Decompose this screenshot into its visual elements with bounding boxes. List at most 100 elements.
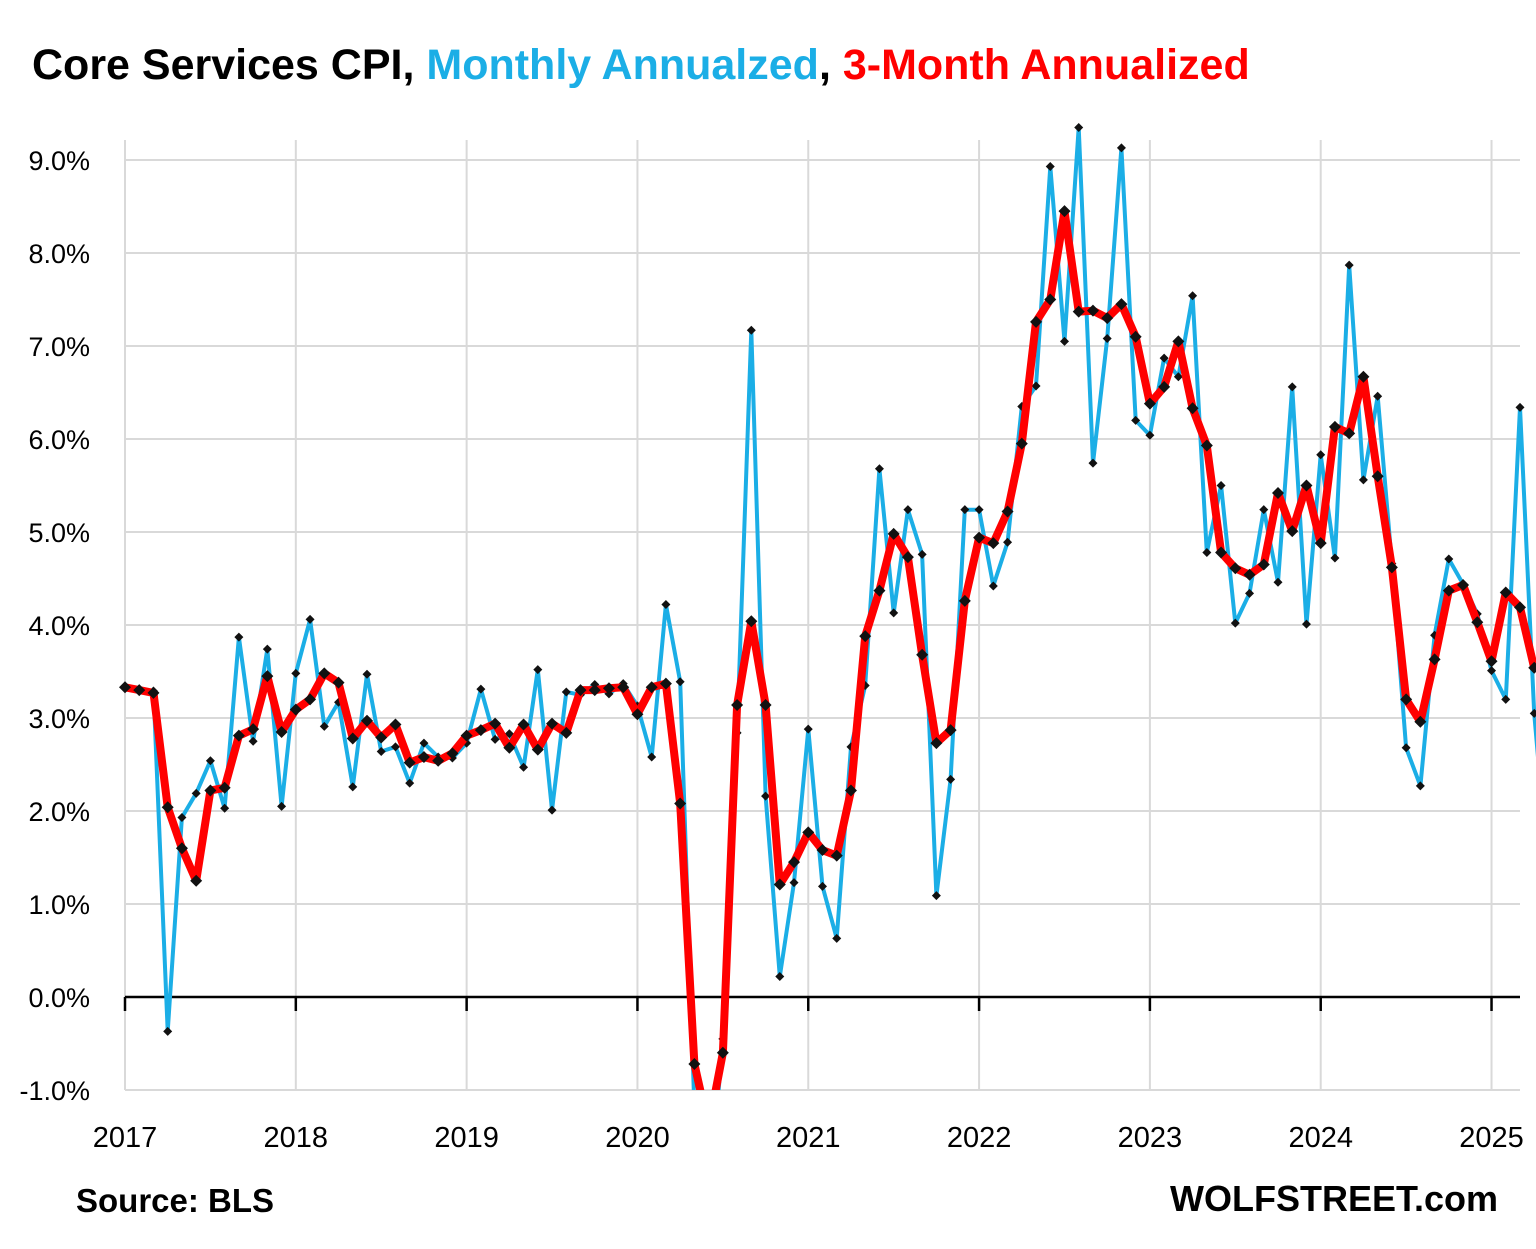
data-point-3-month-annualized [460,729,473,742]
data-point-3-month-annualized [517,718,530,731]
data-point-3-month-annualized [119,681,131,694]
x-tick-label: 2024 [1288,1122,1353,1154]
y-tick-label: 6.0% [28,425,90,455]
data-point-3-month-annualized [432,754,445,767]
data-point-3-month-annualized [503,741,516,754]
data-point-monthly-annualzed [1529,708,1536,718]
data-point-3-month-annualized [1172,335,1185,348]
data-point-3-month-annualized [232,729,245,742]
data-point-3-month-annualized [190,874,203,887]
data-point-3-month-annualized [133,684,146,697]
source-label: Source: BLS [76,1182,275,1219]
data-point-3-month-annualized [1357,370,1370,383]
data-point-monthly-annualzed [405,778,415,788]
data-point-monthly-annualzed [874,464,884,474]
y-tick-label: 9.0% [28,146,90,176]
data-point-monthly-annualzed [1003,537,1013,547]
data-point-3-month-annualized [1385,561,1398,574]
data-point-monthly-annualzed [504,729,514,739]
data-point-monthly-annualzed [1259,505,1269,515]
data-point-3-month-annualized [289,703,302,716]
y-tick-label: 1.0% [28,890,90,920]
data-point-3-month-annualized [830,849,843,862]
data-point-monthly-annualzed [974,505,984,515]
data-point-monthly-annualzed [1017,401,1027,411]
x-tick-label: 2017 [93,1122,158,1154]
data-point-3-month-annualized [1485,655,1498,668]
data-point-monthly-annualzed [163,1026,173,1036]
data-point-monthly-annualzed [946,774,956,784]
data-point-monthly-annualzed [1330,553,1340,563]
data-point-3-month-annualized [1001,505,1014,518]
data-point-monthly-annualzed [1173,372,1183,382]
data-point-monthly-annualzed [1216,481,1226,490]
data-point-3-month-annualized [703,1121,715,1133]
data-point-3-month-annualized [674,797,687,810]
data-point-monthly-annualzed [234,632,244,642]
data-point-3-month-annualized [602,682,615,695]
data-point-monthly-annualzed [1487,666,1497,676]
data-point-monthly-annualzed [362,669,372,679]
data-point-3-month-annualized [1229,562,1242,575]
y-tick-label: 5.0% [28,518,90,548]
data-point-3-month-annualized [474,724,487,737]
data-point-monthly-annualzed [1373,391,1383,401]
brand-label: WOLFSTREET.com [1169,1178,1498,1219]
data-point-monthly-annualzed [690,1104,699,1113]
data-point-monthly-annualzed [1145,430,1155,440]
data-point-monthly-annualzed [376,746,386,756]
data-point-monthly-annualzed [1059,336,1069,346]
data-point-monthly-annualzed [1188,291,1198,301]
data-point-monthly-annualzed [1159,353,1169,363]
data-point-monthly-annualzed [1344,260,1354,270]
data-point-monthly-annualzed [1245,588,1255,598]
data-point-monthly-annualzed [1515,402,1525,412]
data-point-monthly-annualzed [1301,619,1311,629]
data-point-3-month-annualized [916,648,929,661]
data-point-3-month-annualized [816,844,829,857]
x-tick-label: 2020 [605,1122,670,1154]
data-point-monthly-annualzed [1102,334,1112,344]
data-point-3-month-annualized [1030,315,1043,328]
data-point-monthly-annualzed [1501,694,1511,704]
data-point-monthly-annualzed [319,721,329,731]
data-point-3-month-annualized [531,743,544,756]
data-point-3-month-annualized [375,731,388,744]
data-point-3-month-annualized [731,698,744,711]
x-tick-label: 2019 [434,1122,499,1154]
data-point-monthly-annualzed [1074,122,1084,132]
data-point-3-month-annualized [560,726,573,739]
data-point-3-month-annualized [1300,479,1313,492]
data-point-monthly-annualzed [390,742,400,752]
data-point-monthly-annualzed [1202,547,1212,557]
data-point-3-month-annualized [1343,427,1356,440]
data-point-monthly-annualzed [832,933,842,943]
data-point-monthly-annualzed [1316,450,1326,460]
data-point-monthly-annualzed [561,687,571,697]
data-point-monthly-annualzed [305,614,315,624]
data-point-3-month-annualized [247,723,260,736]
data-point-3-month-annualized [1143,397,1156,410]
data-point-3-month-annualized [1158,380,1171,393]
data-point-3-month-annualized [1257,558,1270,571]
title-part-comma: , [818,41,831,89]
data-point-monthly-annualzed [903,505,913,515]
data-point-3-month-annualized [887,527,900,540]
data-point-monthly-annualzed [1401,743,1411,753]
data-point-monthly-annualzed [205,756,215,766]
data-point-3-month-annualized [574,684,587,697]
data-point-3-month-annualized [1044,293,1057,306]
data-point-3-month-annualized [1272,486,1285,499]
data-point-3-month-annualized [1457,579,1470,592]
data-point-3-month-annualized [318,667,331,680]
data-point-monthly-annualzed [1031,381,1041,391]
data-point-3-month-annualized [588,684,601,697]
data-point-3-month-annualized [261,670,274,683]
data-point-3-month-annualized [1115,298,1128,311]
data-point-3-month-annualized [1186,402,1199,415]
data-point-3-month-annualized [901,551,914,564]
data-point-monthly-annualzed [818,881,827,891]
data-point-3-month-annualized [275,725,288,738]
data-point-3-month-annualized [1371,470,1384,483]
data-point-monthly-annualzed [191,788,201,798]
